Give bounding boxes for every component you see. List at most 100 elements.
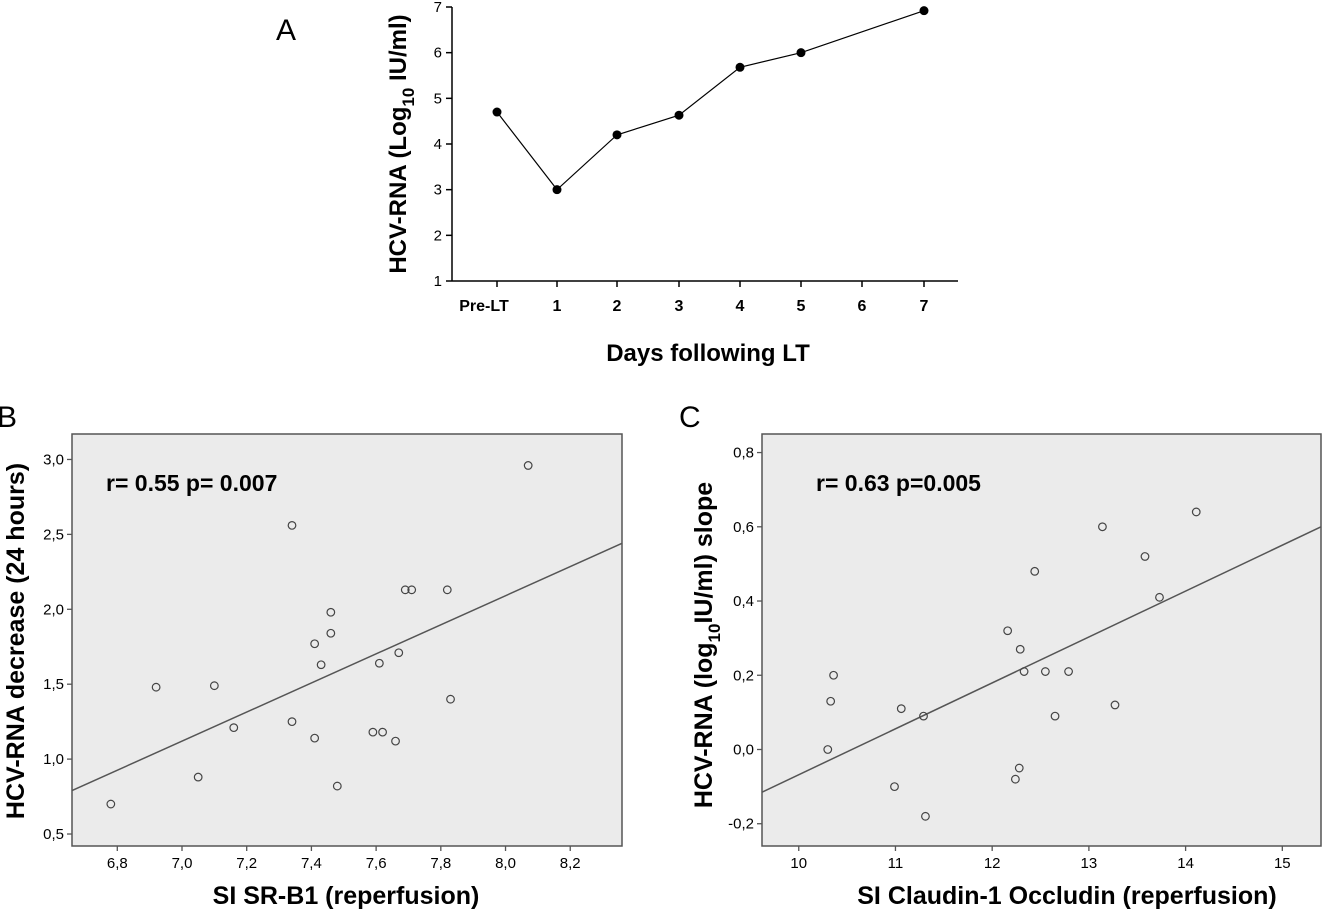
panel-c-data-point — [1155, 592, 1164, 602]
panel-c-data-point — [1040, 667, 1050, 676]
panel-a-y-tick-label: 6 — [434, 45, 442, 62]
panel-b-data-point — [368, 727, 378, 737]
panel-c-data-point — [1098, 522, 1107, 532]
panel-c-data-point — [919, 711, 928, 721]
panel-c-y-tick-label: 0,4 — [733, 593, 754, 610]
panel-b-y-axis-title: HCV-RNA decrease (24 hours) — [2, 463, 30, 819]
panel-c: C -0,2 0,0 0,2 0,4 0,6 0,8 10 11 12 13 14 15 r= 0.… — [679, 401, 1322, 910]
panel-a-data-point — [735, 62, 745, 72]
panel-c-y-axis-title-subscript: 10 — [705, 624, 724, 643]
panel-b-x-tick-label: 7,2 — [236, 855, 257, 872]
panel-b-data-point — [391, 736, 400, 746]
panel-c-plot-area — [761, 433, 1322, 847]
panel-a-data-point — [612, 130, 622, 140]
panel-b-x-tick-label: 7,0 — [172, 855, 193, 872]
panel-a-y-axis-title-part-3: IU/ml) — [385, 14, 412, 87]
panel-a-x-tick-label: 6 — [858, 298, 867, 315]
panel-a-x-tick-label: 7 — [920, 298, 929, 315]
panel-c-data-point — [890, 782, 899, 792]
panel-a: A 1 2 3 4 5 6 7 Pre-LT 1 2 3 4 5 6 7 HCV-RNA (Log10 I… — [276, 0, 958, 367]
panel-b: B 0,5 1,0 1,5 2,0 2,5 3,0 6,8 7,0 7,2 7,4 7,6 7,8 8… — [0, 401, 623, 910]
panel-b-data-point — [287, 717, 297, 727]
panel-b-data-point — [326, 628, 336, 638]
panel-b-data-point — [287, 520, 297, 530]
panel-c-data-point — [1050, 711, 1060, 721]
panel-c-data-point — [1064, 667, 1073, 676]
panel-b-x-tick-label: 7,6 — [366, 855, 387, 872]
panel-b-x-tick-label: 7,8 — [430, 855, 451, 872]
panel-a-data-point — [552, 185, 562, 195]
panel-c-data-point — [1019, 667, 1029, 676]
panel-c-data-point — [829, 670, 838, 680]
panel-a-data-point — [796, 48, 806, 58]
panel-a-y-axis-title-subscript: 10 — [399, 88, 418, 107]
panel-b-x-tick-label: 6,8 — [107, 855, 128, 872]
panel-c-data-point — [1015, 644, 1025, 654]
panel-c-data-point — [826, 696, 836, 706]
panel-c-data-point — [1014, 763, 1024, 773]
panel-b-data-point — [310, 733, 320, 743]
panel-c-y-tick-label: 0,8 — [733, 445, 754, 462]
panel-c-y-tick-label: -0,2 — [728, 816, 754, 833]
panel-b-y-tick-label: 1,5 — [43, 676, 64, 693]
panel-c-data-point — [1010, 774, 1020, 784]
panel-b-data-point — [446, 694, 455, 704]
panel-b-data-point — [229, 723, 239, 733]
panel-a-y-tick-label: 3 — [434, 182, 442, 199]
panel-b-data-point — [374, 658, 384, 668]
panel-a-series-line — [496, 10, 925, 191]
panel-b-correlation-annotation: r= 0.55 p= 0.007 — [106, 470, 277, 496]
panel-c-x-tick-label: 15 — [1274, 855, 1291, 872]
panel-c-x-tick-label: 14 — [1177, 855, 1194, 872]
panel-a-y-tick-label: 5 — [434, 90, 442, 107]
panel-c-letter: C — [679, 401, 701, 434]
panel-b-data-point — [407, 585, 417, 595]
panel-b-y-tick-label: 0,5 — [43, 826, 64, 843]
panel-c-y-tick-label: 0,2 — [733, 667, 754, 684]
panel-a-y-tick-label: 2 — [434, 227, 442, 244]
panel-c-data-point — [921, 811, 930, 821]
panel-b-data-point — [326, 607, 336, 617]
panel-a-x-tick-label: 4 — [736, 298, 745, 315]
panel-c-data-point — [1003, 626, 1013, 636]
panel-c-y-tick-label: 0,0 — [733, 741, 754, 758]
panel-b-data-point — [209, 681, 219, 691]
panel-b-data-point — [151, 682, 161, 692]
panel-b-y-tick-label: 1,0 — [43, 751, 64, 768]
panel-a-x-tick-label: 1 — [553, 298, 562, 315]
panel-b-x-tick-label: 7,4 — [301, 855, 322, 872]
panel-a-x-axis-title: Days following LT — [606, 340, 810, 367]
panel-c-data-point — [1030, 566, 1040, 576]
panel-b-fit-line — [71, 542, 623, 792]
panel-b-y-tick-label: 2,0 — [43, 601, 64, 618]
panel-b-data-point — [442, 585, 452, 595]
panel-a-x-tick-label: 3 — [675, 298, 684, 315]
panel-a-data-point — [919, 6, 929, 16]
panel-c-correlation-annotation: r= 0.63 p=0.005 — [816, 470, 981, 496]
panel-c-y-axis-title: HCV-RNA (log10IU/ml) slope — [690, 482, 724, 808]
panel-a-x-tick-label: Pre-LT — [459, 298, 509, 315]
panel-c-x-axis-title: SI Claudin-1 Occludin (reperfusion) — [857, 882, 1276, 910]
panel-a-x-tick-label: 2 — [613, 298, 622, 315]
panel-c-data-point — [1191, 507, 1201, 517]
panel-c-y-tick-label: 0,6 — [733, 519, 754, 536]
panel-b-data-point — [400, 585, 410, 595]
panel-b-data-point — [106, 799, 116, 809]
panel-b-letter: B — [0, 401, 17, 434]
panel-a-y-tick-label: 7 — [434, 0, 442, 16]
panel-b-x-tick-label: 8,0 — [495, 855, 516, 872]
panel-b-y-tick-label: 2,5 — [43, 526, 64, 543]
panel-b-x-axis-title: SI SR-B1 (reperfusion) — [213, 882, 480, 910]
panel-b-data-point — [332, 781, 342, 791]
panel-c-x-tick-label: 12 — [984, 855, 1001, 872]
panel-b-data-point — [523, 461, 533, 470]
panel-c-y-axis-title-part-1: HCV-RNA (log — [690, 642, 718, 808]
panel-b-data-point — [378, 727, 387, 737]
panel-c-x-tick-label: 13 — [1081, 855, 1098, 872]
panel-c-data-point — [823, 745, 833, 754]
panel-a-data-point — [674, 110, 684, 120]
panel-c-data-point — [1140, 552, 1150, 561]
panel-c-data-point — [1110, 700, 1120, 710]
panel-b-data-point — [316, 660, 326, 670]
